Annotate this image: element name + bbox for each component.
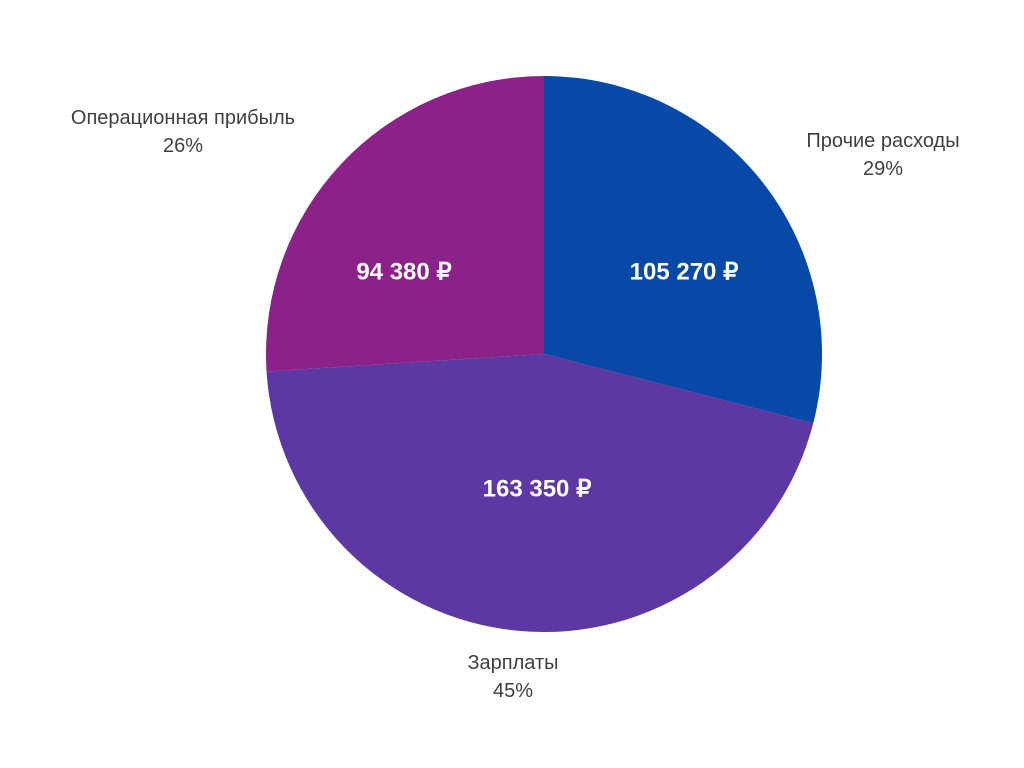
slice-label-operating-profit: Операционная прибыль 26%	[71, 104, 295, 160]
pie-slice-salaries	[266, 354, 814, 633]
slice-percent-text: 45%	[492, 680, 534, 702]
slice-value-salaries: 163 350 ₽	[482, 475, 592, 503]
slice-label-salaries: Зарплаты 45%	[467, 649, 558, 705]
slice-percent-text: 29%	[862, 158, 904, 180]
slice-label-other-expenses: Прочие расходы 29%	[806, 127, 959, 183]
slice-label-text: Операционная прибыль	[70, 107, 296, 129]
pie-slice-other-expenses	[544, 76, 823, 424]
slice-percent-text: 26%	[162, 135, 204, 157]
pie-slice-operating-profit	[266, 76, 544, 372]
slice-value-operating-profit: 94 380 ₽	[356, 258, 452, 286]
slice-label-text: Зарплаты	[467, 652, 559, 674]
slice-value-other-expenses: 105 270 ₽	[629, 258, 739, 286]
slice-label-text: Прочие расходы	[806, 130, 960, 152]
